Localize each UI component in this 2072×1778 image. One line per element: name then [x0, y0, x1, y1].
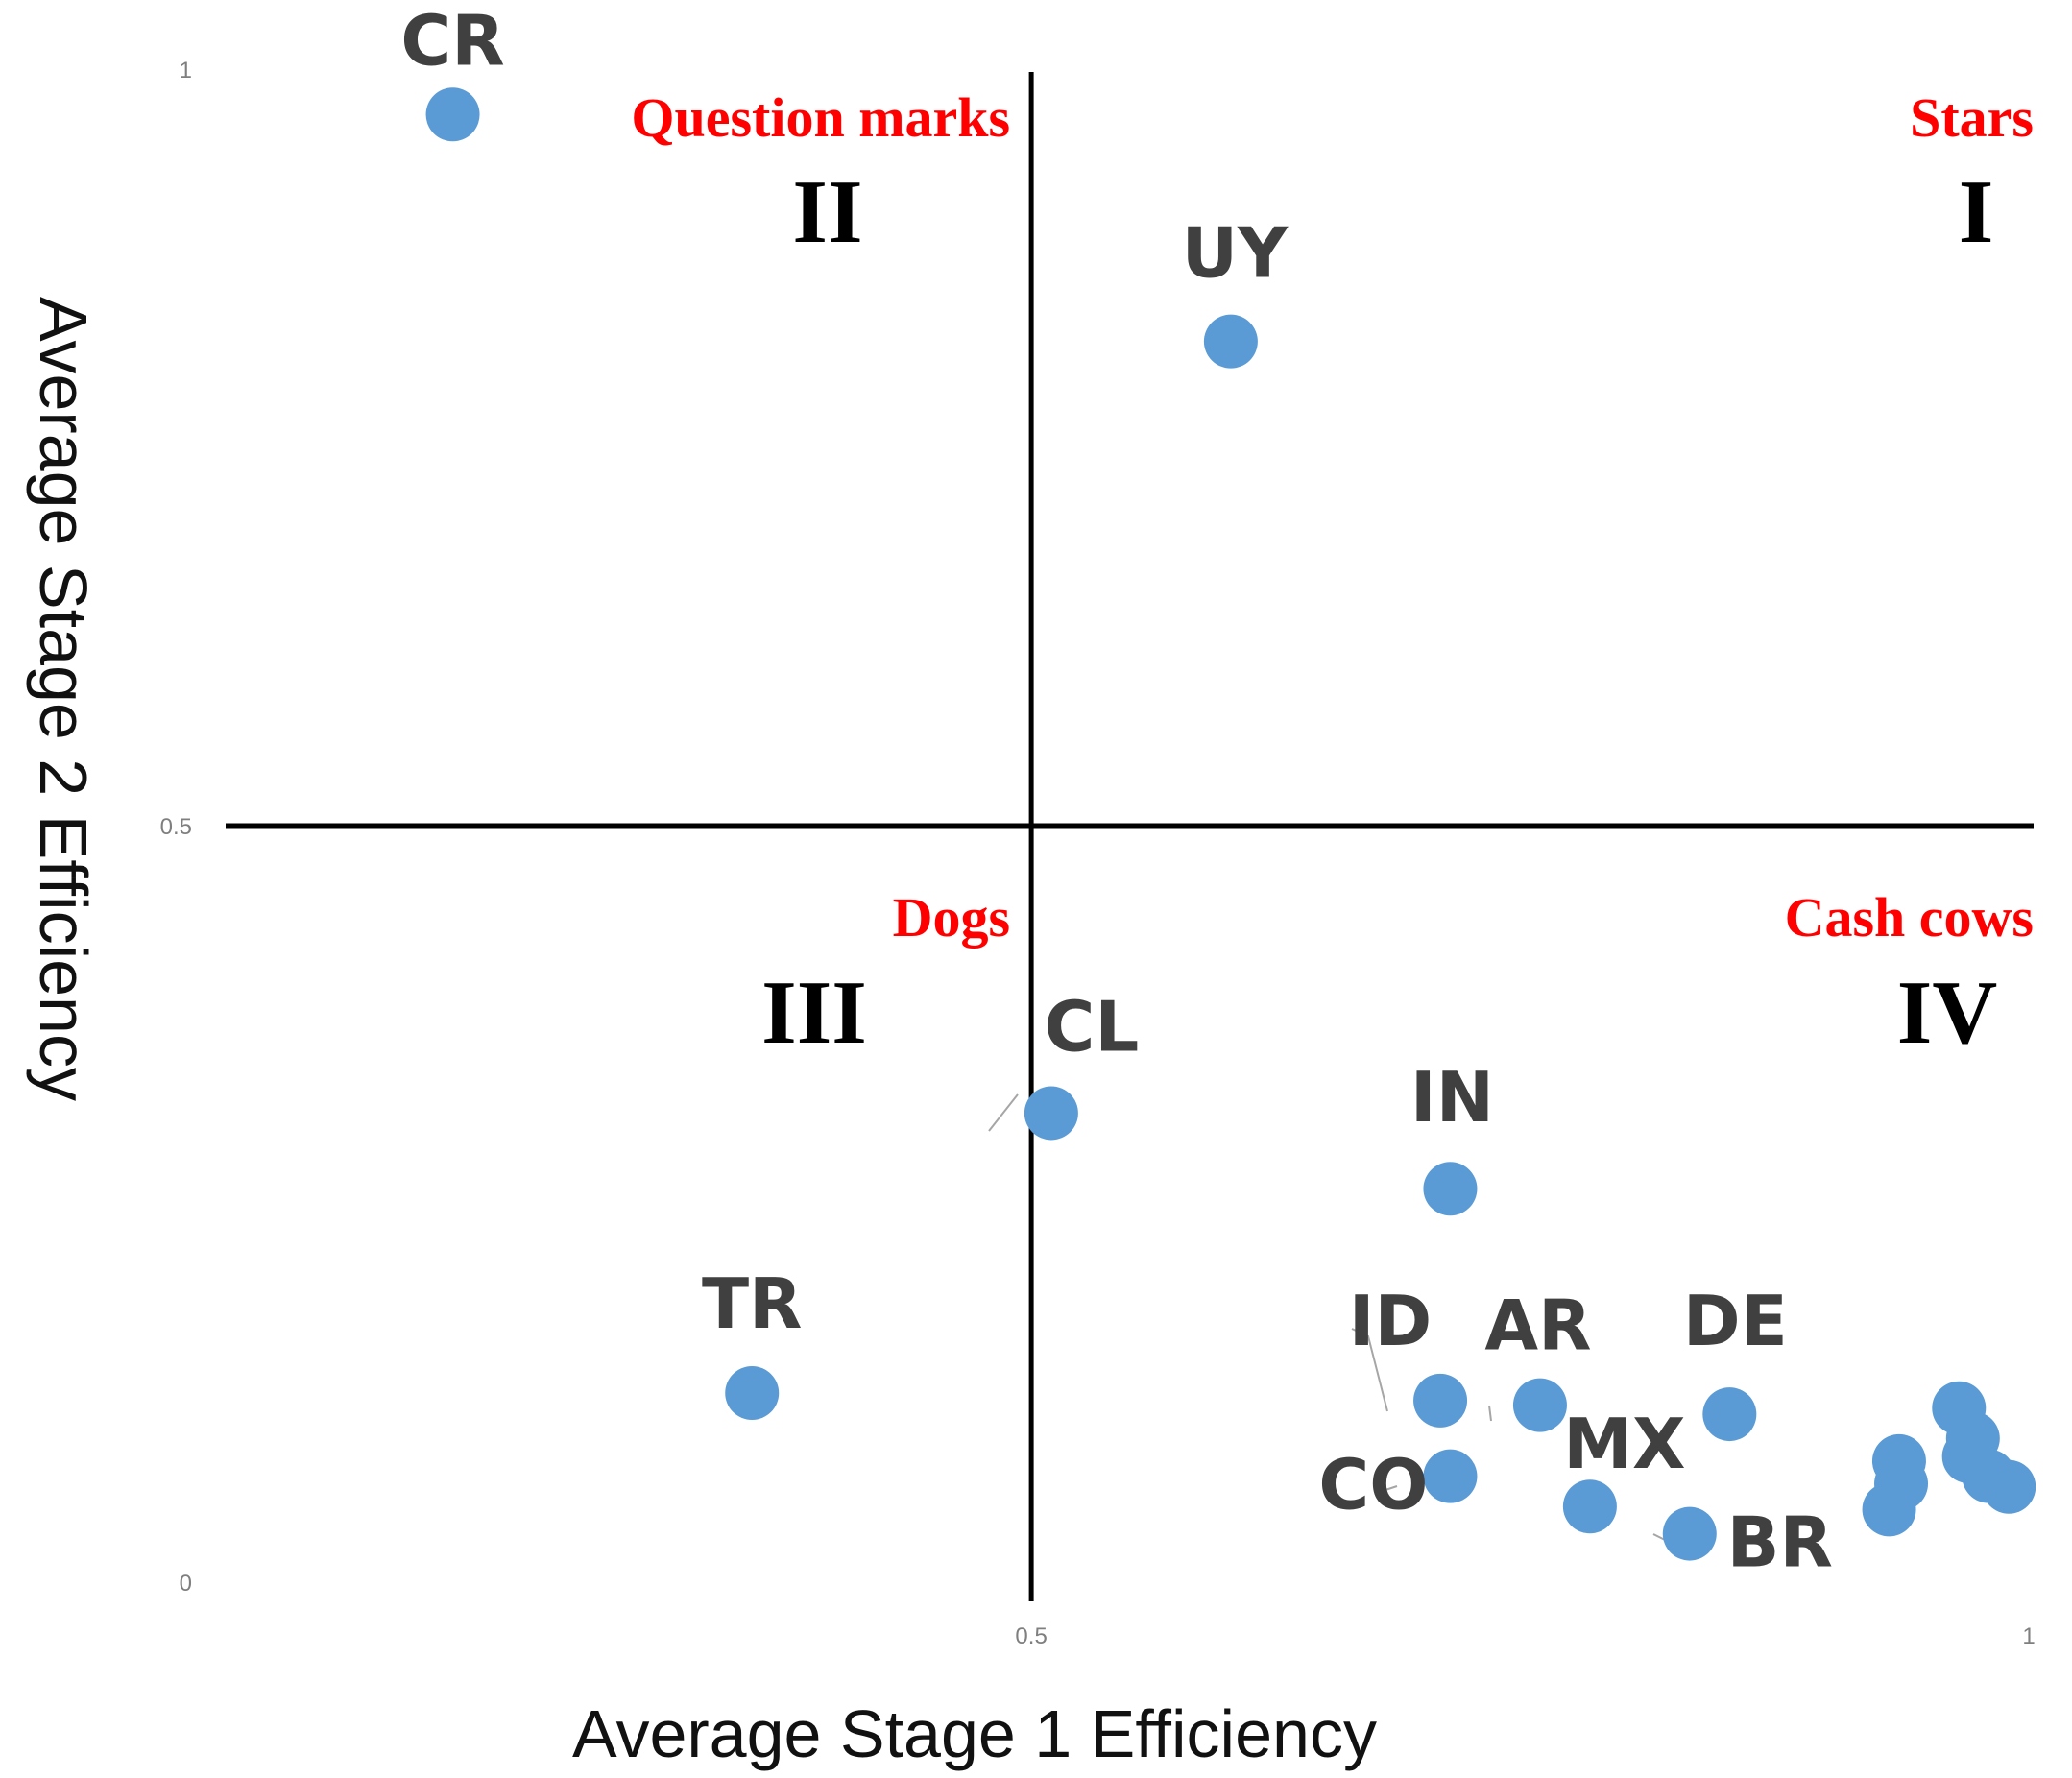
leader-line-co: [1382, 1485, 1398, 1492]
point-label-cl: CL: [1045, 986, 1140, 1067]
point-label-id: ID: [1349, 1281, 1433, 1361]
data-point-id: [1413, 1373, 1468, 1428]
leader-line-id: [1351, 1328, 1388, 1412]
data-point-ar: [1512, 1378, 1567, 1432]
point-label-co: CO: [1318, 1445, 1428, 1526]
leader-line-ar: [1488, 1405, 1492, 1422]
data-point-co: [1423, 1449, 1478, 1503]
point-label-de: DE: [1683, 1281, 1788, 1361]
point-label-cr: CR: [400, 0, 504, 81]
data-point-uy: [1203, 314, 1258, 369]
y-axis-title: Average Stage 2 Efficiency: [26, 297, 101, 1101]
y-tick-label: 1: [180, 58, 192, 84]
point-labels: CR UY CL IN TR ID AR DE MX CO BR: [400, 0, 1833, 1582]
point-label-uy: UY: [1182, 213, 1289, 294]
axis-ticks: 0 0.5 1 0.5 1: [160, 58, 2036, 1649]
data-point-tr: [725, 1366, 780, 1420]
quadrant-numeral-ii: II: [792, 162, 862, 262]
leader-line-cl: [988, 1093, 1019, 1132]
scatter-points: [425, 87, 2036, 1561]
quadrant-name-stars: Stars: [1910, 86, 2034, 149]
quadrant-name-dogs: Dogs: [893, 886, 1010, 949]
data-point-cr: [425, 87, 480, 142]
point-label-mx: MX: [1563, 1404, 1685, 1484]
quadrant-numeral-i: I: [1959, 162, 1994, 262]
point-label-ar: AR: [1484, 1285, 1591, 1366]
quadrant-annotations: Stars I Question marks II Dogs III Cash cows IV: [631, 86, 2034, 1063]
point-label-br: BR: [1727, 1502, 1833, 1583]
y-tick-label: 0.5: [160, 814, 192, 840]
data-point-mx: [1562, 1479, 1617, 1534]
data-point-de: [1702, 1387, 1757, 1442]
data-point: [1982, 1459, 2036, 1514]
x-tick-label: 1: [2022, 1623, 2035, 1649]
data-point-cl: [1024, 1086, 1078, 1141]
data-point-br: [1662, 1506, 1717, 1561]
quadrant-numeral-iv: IV: [1897, 963, 1997, 1063]
quadrant-name-question-marks: Question marks: [631, 86, 1010, 149]
point-label-in: IN: [1410, 1057, 1494, 1138]
data-point-in: [1423, 1162, 1478, 1216]
x-tick-label: 0.5: [1015, 1623, 1047, 1649]
label-leader-lines: [988, 1093, 1670, 1543]
quadrant-dividers: [226, 72, 2034, 1601]
point-label-tr: TR: [702, 1263, 803, 1344]
quadrant-name-cash-cows: Cash cows: [1785, 886, 2034, 949]
quadrant-numeral-iii: III: [761, 963, 867, 1063]
data-point: [1862, 1482, 1916, 1537]
y-tick-label: 0: [180, 1571, 192, 1597]
x-axis-title: Average Stage 1 Efficiency: [572, 1696, 1377, 1771]
